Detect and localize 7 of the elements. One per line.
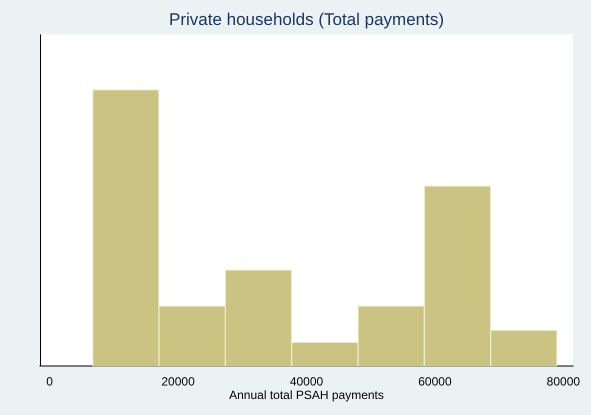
x-tick-label: 0 bbox=[46, 374, 54, 389]
x-tick-label: 20000 bbox=[161, 374, 196, 389]
x-tick-label: 80000 bbox=[546, 374, 580, 389]
chart-title: Private households (Total payments) bbox=[169, 10, 444, 29]
x-tick-label: 40000 bbox=[290, 374, 324, 389]
x-axis-title: Annual total PSAH payments bbox=[229, 388, 384, 402]
x-tick-label: 60000 bbox=[418, 374, 452, 389]
